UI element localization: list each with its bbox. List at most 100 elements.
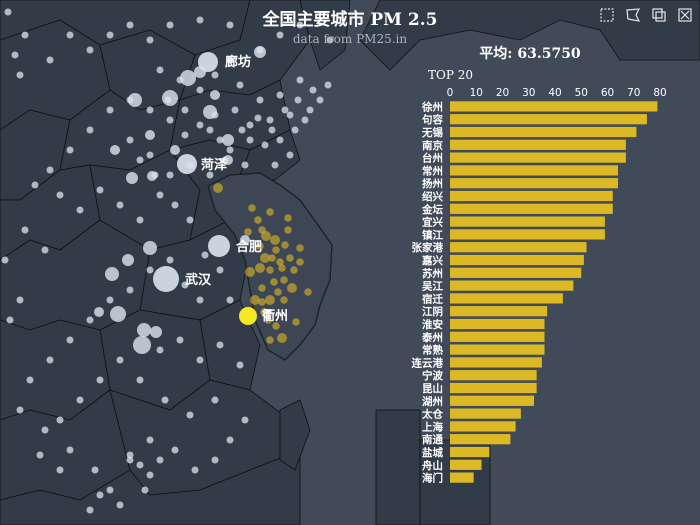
city-point[interactable] bbox=[126, 451, 134, 459]
city-point[interactable] bbox=[181, 281, 189, 289]
bar[interactable] bbox=[450, 254, 584, 266]
brush-selection-area[interactable] bbox=[207, 172, 333, 361]
city-point[interactable] bbox=[210, 90, 220, 100]
city-point[interactable] bbox=[231, 106, 239, 114]
brush-polygon-icon[interactable] bbox=[624, 6, 642, 24]
city-point[interactable] bbox=[66, 336, 74, 344]
city-point[interactable] bbox=[208, 235, 230, 257]
city-point[interactable] bbox=[256, 96, 264, 104]
city-point[interactable] bbox=[156, 191, 164, 199]
city-point[interactable] bbox=[166, 116, 174, 124]
bar[interactable] bbox=[450, 152, 626, 163]
city-point[interactable] bbox=[196, 16, 204, 24]
city-point[interactable] bbox=[66, 446, 74, 454]
city-point[interactable] bbox=[166, 256, 174, 264]
city-point[interactable] bbox=[76, 206, 84, 214]
brush-clear-icon[interactable] bbox=[676, 6, 694, 24]
selected-city-point[interactable] bbox=[286, 254, 294, 262]
selected-scatter-layer[interactable] bbox=[213, 183, 312, 344]
selected-city-point[interactable] bbox=[258, 284, 266, 292]
city-point[interactable] bbox=[136, 376, 144, 384]
city-point[interactable] bbox=[301, 116, 309, 124]
city-point[interactable] bbox=[146, 106, 154, 114]
selected-city-point[interactable] bbox=[254, 216, 262, 224]
city-point[interactable] bbox=[226, 21, 234, 29]
city-point[interactable] bbox=[271, 161, 279, 169]
selected-city-point[interactable] bbox=[276, 258, 284, 266]
bar[interactable] bbox=[450, 114, 647, 125]
city-point[interactable] bbox=[106, 106, 114, 114]
city-point[interactable] bbox=[176, 336, 184, 344]
bar[interactable] bbox=[450, 472, 474, 483]
bar[interactable] bbox=[450, 267, 582, 278]
city-point[interactable] bbox=[21, 31, 29, 39]
city-point[interactable] bbox=[76, 396, 84, 404]
city-point[interactable] bbox=[86, 316, 94, 324]
city-point[interactable] bbox=[136, 216, 144, 224]
city-point[interactable] bbox=[161, 396, 169, 404]
city-point[interactable] bbox=[240, 235, 250, 245]
bar[interactable] bbox=[450, 357, 542, 368]
city-point[interactable] bbox=[223, 155, 233, 165]
city-point[interactable] bbox=[147, 171, 157, 181]
city-point[interactable] bbox=[296, 76, 304, 84]
city-point[interactable] bbox=[254, 46, 266, 58]
city-point[interactable] bbox=[46, 56, 54, 64]
city-point[interactable] bbox=[324, 81, 332, 89]
city-point[interactable] bbox=[166, 171, 174, 179]
selected-city-point[interactable] bbox=[260, 253, 270, 263]
city-point[interactable] bbox=[294, 96, 302, 104]
city-point[interactable] bbox=[206, 171, 214, 179]
city-point[interactable] bbox=[196, 356, 204, 364]
city-point[interactable] bbox=[156, 346, 164, 354]
bar[interactable] bbox=[450, 229, 605, 240]
city-point[interactable] bbox=[316, 96, 324, 104]
city-point[interactable] bbox=[211, 456, 219, 464]
city-point[interactable] bbox=[180, 70, 196, 86]
bar[interactable] bbox=[450, 165, 618, 176]
selected-city-point[interactable] bbox=[266, 266, 274, 274]
city-point[interactable] bbox=[196, 86, 204, 94]
city-point[interactable] bbox=[222, 134, 234, 146]
selected-city-point[interactable] bbox=[272, 322, 280, 330]
city-point[interactable] bbox=[276, 91, 284, 99]
city-point[interactable] bbox=[261, 141, 269, 149]
selected-city-point[interactable] bbox=[265, 295, 275, 305]
selected-city-point[interactable] bbox=[270, 278, 278, 286]
city-point[interactable] bbox=[153, 266, 179, 292]
city-point[interactable] bbox=[326, 36, 334, 44]
city-point[interactable] bbox=[126, 286, 134, 294]
selected-city-point[interactable] bbox=[304, 288, 312, 296]
bar[interactable] bbox=[450, 434, 511, 445]
bar[interactable] bbox=[450, 242, 587, 253]
city-point[interactable] bbox=[66, 146, 74, 154]
city-point[interactable] bbox=[276, 31, 284, 39]
city-point[interactable] bbox=[106, 486, 114, 494]
selected-city-point[interactable] bbox=[264, 316, 272, 324]
city-point[interactable] bbox=[281, 106, 289, 114]
city-point[interactable] bbox=[11, 51, 19, 59]
city-point[interactable] bbox=[266, 116, 274, 124]
city-point[interactable] bbox=[143, 241, 157, 255]
city-point[interactable] bbox=[306, 106, 314, 114]
city-point[interactable] bbox=[186, 411, 194, 419]
city-point[interactable] bbox=[122, 254, 134, 266]
selected-city-point[interactable] bbox=[278, 264, 286, 272]
bar[interactable] bbox=[450, 101, 658, 112]
city-point[interactable] bbox=[116, 501, 124, 509]
selected-city-point[interactable] bbox=[272, 246, 280, 254]
city-point[interactable] bbox=[21, 226, 29, 234]
city-point[interactable] bbox=[4, 8, 12, 16]
city-point[interactable] bbox=[198, 52, 218, 72]
city-point[interactable] bbox=[236, 81, 244, 89]
city-point[interactable] bbox=[206, 126, 214, 134]
selected-city-point[interactable] bbox=[268, 254, 276, 262]
city-point[interactable] bbox=[46, 356, 54, 364]
city-point[interactable] bbox=[170, 145, 180, 155]
city-point[interactable] bbox=[106, 31, 114, 39]
bar[interactable] bbox=[450, 306, 548, 317]
city-point[interactable] bbox=[268, 126, 276, 134]
city-point[interactable] bbox=[133, 336, 151, 354]
city-point[interactable] bbox=[105, 267, 119, 281]
